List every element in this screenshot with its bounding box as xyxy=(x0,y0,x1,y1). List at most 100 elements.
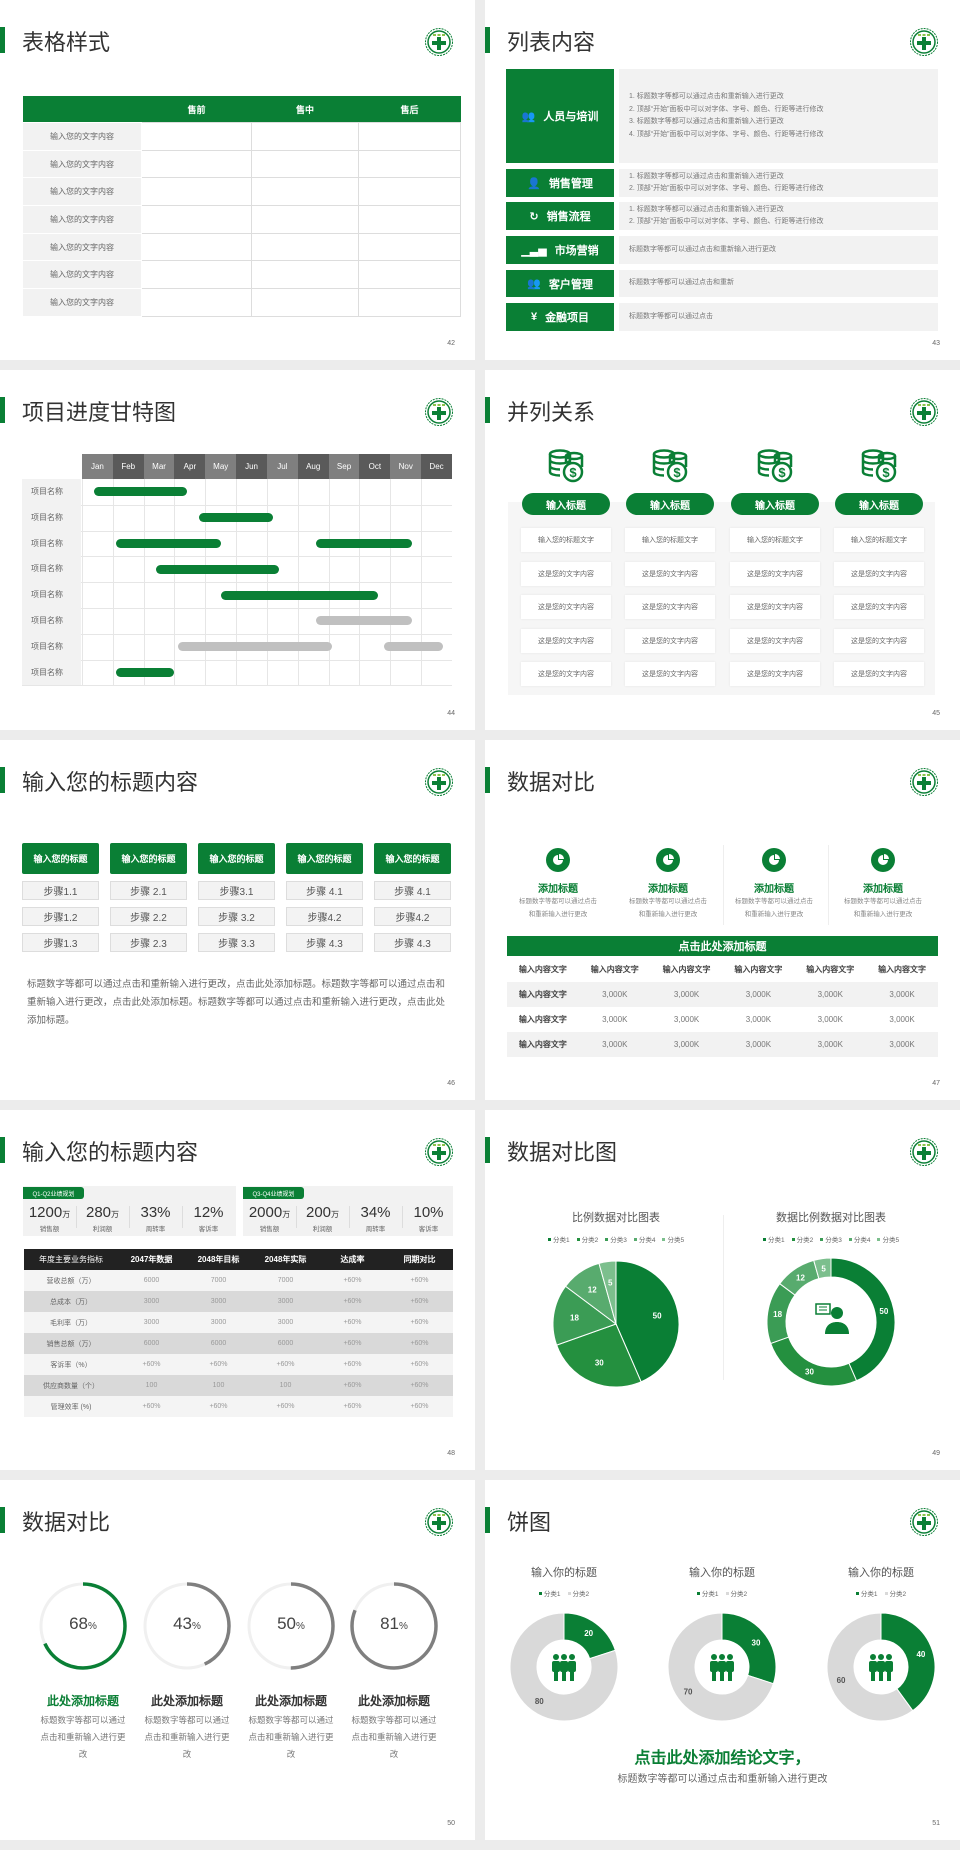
step-heading[interactable]: 输入您的标题 xyxy=(374,843,451,874)
pie-charts: 50 30 18 12 5 50 30 18 12 5 xyxy=(552,1257,896,1388)
table-cell[interactable] xyxy=(251,122,359,151)
step-box[interactable]: 步骤4.2 xyxy=(374,907,451,926)
text-cell: 这是您的文字内容 xyxy=(730,595,820,619)
step-box[interactable]: 步骤1.2 xyxy=(22,907,99,926)
table-cell[interactable] xyxy=(251,260,359,290)
gantt-bar[interactable] xyxy=(199,513,274,523)
gantt-bar[interactable] xyxy=(94,487,187,497)
pie-slice[interactable] xyxy=(667,1612,774,1722)
text-cell: 输入您的标题文字 xyxy=(834,528,924,552)
row-divider xyxy=(22,556,452,558)
pie-slice[interactable] xyxy=(721,1612,777,1685)
data-label: 18 xyxy=(570,1314,579,1323)
step-box[interactable]: 步骤 4.1 xyxy=(286,881,363,900)
table-cell[interactable] xyxy=(358,177,461,207)
pie-slice[interactable] xyxy=(598,1260,617,1325)
gantt-bar[interactable] xyxy=(220,590,378,600)
table-cell: +60% xyxy=(410,1382,429,1389)
kpi-number: 200 xyxy=(305,1204,332,1221)
step-box[interactable]: 步骤 4.3 xyxy=(374,933,451,952)
title-accent-bar xyxy=(485,27,490,53)
step-box[interactable]: 步骤1.1 xyxy=(22,881,99,900)
kpi-label: 销售额 xyxy=(259,1226,280,1233)
step-box[interactable]: 步骤 2.2 xyxy=(110,907,187,926)
table-cell[interactable] xyxy=(358,260,461,290)
step-box[interactable]: 步骤1.3 xyxy=(22,933,99,952)
step-box[interactable]: 步骤4.2 xyxy=(286,907,363,926)
column-heading-button[interactable]: 输入标题 xyxy=(835,493,923,515)
step-box[interactable]: 步骤 3.3 xyxy=(198,933,275,952)
gantt-bar[interactable] xyxy=(384,642,443,652)
table-cell[interactable] xyxy=(358,149,461,179)
column-heading-button[interactable]: 输入标题 xyxy=(522,493,610,515)
page-number: 42 xyxy=(447,340,455,347)
table-cell[interactable] xyxy=(141,232,252,262)
gantt-bar[interactable] xyxy=(316,616,412,626)
gantt-bar[interactable] xyxy=(316,539,412,548)
data-label: 5 xyxy=(608,1278,613,1287)
pie-slice[interactable] xyxy=(770,1336,858,1387)
table-row: 输入您的文字内容 xyxy=(22,122,461,151)
legend-item: 分类2 xyxy=(576,1234,598,1244)
kpi-number: 34% xyxy=(360,1204,391,1221)
step-box[interactable]: 步骤 2.1 xyxy=(110,881,187,900)
logo-icon xyxy=(424,397,454,427)
table-cell[interactable] xyxy=(358,122,461,151)
step-box[interactable]: 步骤 4.1 xyxy=(374,881,451,900)
table-cell[interactable] xyxy=(141,122,252,151)
column-heading-button[interactable]: 输入标题 xyxy=(731,493,819,515)
gantt-bar[interactable] xyxy=(115,539,221,548)
text-cell: 这是您的文字内容 xyxy=(834,595,924,619)
table-cell[interactable] xyxy=(251,177,359,207)
table-cell[interactable] xyxy=(251,205,359,234)
column-heading-button[interactable]: 输入标题 xyxy=(626,493,714,515)
pie-slice[interactable] xyxy=(552,1285,618,1346)
pie-slice[interactable] xyxy=(880,1612,936,1712)
title-accent-bar xyxy=(485,1507,490,1533)
pie-slice[interactable] xyxy=(555,1323,642,1388)
step-box[interactable]: 步骤 3.2 xyxy=(198,907,275,926)
pie-slice[interactable] xyxy=(813,1257,832,1280)
page-number: 48 xyxy=(447,1450,455,1457)
list-item-text-box: 1. 标题数字等都可以通过点击和重新输入进行更改 2. 顶部“开始”面板中可以对字… xyxy=(619,69,938,163)
step-box[interactable]: 步骤3.1 xyxy=(198,881,275,900)
pie-slice[interactable] xyxy=(830,1257,896,1382)
table-cell[interactable] xyxy=(358,232,461,262)
table-cell[interactable] xyxy=(251,232,359,262)
team-icon xyxy=(550,1653,578,1686)
table-cell[interactable] xyxy=(251,288,359,317)
table-cell[interactable] xyxy=(141,260,252,290)
ring-unit: % xyxy=(88,1621,97,1632)
gantt-bar[interactable] xyxy=(155,564,280,574)
step-heading[interactable]: 输入您的标题 xyxy=(286,843,363,874)
step-heading[interactable]: 输入您的标题 xyxy=(198,843,275,874)
table-title: 点击此处添加标题 xyxy=(507,936,938,956)
gantt-bar[interactable] xyxy=(177,642,332,652)
pie-slice[interactable] xyxy=(826,1612,914,1722)
gantt-bar[interactable] xyxy=(115,668,175,677)
kpi-number: 10% xyxy=(413,1204,444,1221)
table-cell: 6000 xyxy=(143,1277,160,1284)
table-cell[interactable] xyxy=(141,205,252,234)
step-heading[interactable]: 输入您的标题 xyxy=(22,843,99,874)
table-cell[interactable] xyxy=(358,288,461,317)
table-cell[interactable] xyxy=(141,149,252,179)
table-cell: 6000 xyxy=(143,1340,160,1347)
legend-item: 分类1 xyxy=(696,1588,719,1598)
table-row xyxy=(24,1312,453,1333)
legend-swatch xyxy=(877,1237,881,1241)
title-accent-bar xyxy=(485,1137,490,1163)
table-cell[interactable] xyxy=(141,288,252,317)
pie-slice[interactable] xyxy=(509,1612,619,1722)
step-box[interactable]: 步骤 2.3 xyxy=(110,933,187,952)
legend-item: 分类1 xyxy=(547,1234,570,1244)
step-heading[interactable]: 输入您的标题 xyxy=(110,843,187,874)
table-cell[interactable] xyxy=(141,177,252,207)
table-cell[interactable] xyxy=(358,205,461,234)
row-divider xyxy=(22,530,452,532)
table-cell[interactable] xyxy=(251,149,359,179)
list-item-text: 标题数字等都可以通过点击 xyxy=(629,312,713,320)
step-box[interactable]: 步骤 4.3 xyxy=(286,933,363,952)
pie-slice[interactable] xyxy=(615,1260,680,1383)
chart-legend: 分类1 分类2 xyxy=(622,1588,822,1598)
